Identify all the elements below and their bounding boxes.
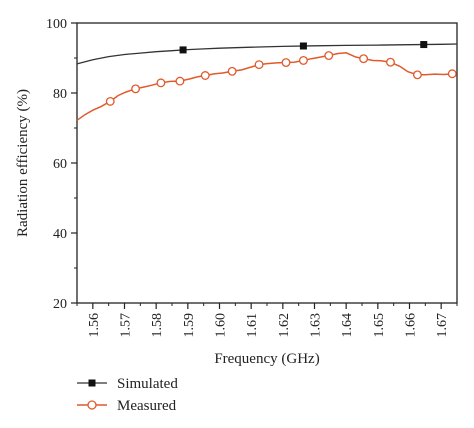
measured-point (131, 84, 141, 94)
simulated-point (420, 41, 428, 49)
series-layer (76, 41, 458, 121)
legend-measured-marker (87, 400, 97, 410)
y-axis-title: Radiation efficiency (%) (15, 89, 31, 237)
legend-simulated-marker (88, 379, 96, 387)
y-tick-label: 60 (53, 157, 67, 172)
y-tick-label: 80 (53, 87, 67, 102)
measured-point (386, 57, 395, 67)
x-tick-label: 1.57 (119, 313, 134, 338)
measured-point (254, 60, 264, 70)
x-axis-title: Frequency (GHz) (214, 351, 319, 367)
x-tick-label: 1.63 (309, 313, 324, 338)
simulated-line (76, 43, 458, 65)
measured-point (156, 78, 166, 88)
x-tick-label: 1.60 (214, 313, 229, 338)
x-tick-label: 1.67 (435, 313, 450, 338)
measured-point (324, 51, 334, 60)
legend-item-measured: Measured (77, 398, 177, 414)
y-tick-label: 40 (53, 227, 67, 242)
legend-measured-label: Measured (117, 398, 177, 414)
measured-point (105, 96, 115, 106)
measured-point (175, 76, 185, 86)
measured-point (200, 71, 210, 80)
measured-point (412, 70, 422, 80)
x-tick-label: 1.59 (182, 313, 197, 338)
x-tick-label: 1.62 (277, 313, 292, 338)
y-tick-label: 100 (46, 17, 67, 32)
x-tick-label: 1.64 (340, 313, 355, 338)
simulated-point (299, 42, 307, 50)
x-tick-label: 1.56 (87, 313, 102, 338)
measured-point (281, 58, 291, 67)
measured-point (447, 69, 457, 79)
x-tick-label: 1.65 (372, 313, 387, 338)
x-tick-label: 1.66 (404, 313, 419, 338)
y-tick-label: 20 (53, 297, 67, 312)
measured-point (227, 66, 237, 76)
legend: Simulated Measured (77, 376, 178, 414)
x-tick-label: 1.61 (245, 313, 260, 338)
legend-item-simulated: Simulated (77, 376, 178, 392)
legend-simulated-label: Simulated (117, 376, 178, 392)
measured-point (298, 56, 308, 65)
x-axis: 1.56 1.57 1.58 1.59 1.60 1.61 1.62 1.63 1.64 1.65… (76, 303, 458, 338)
simulated-point (179, 46, 187, 54)
x-tick-label: 1.58 (150, 313, 165, 338)
measured-point (359, 54, 369, 64)
y-axis: 20 40 60 80 100 (46, 17, 77, 312)
